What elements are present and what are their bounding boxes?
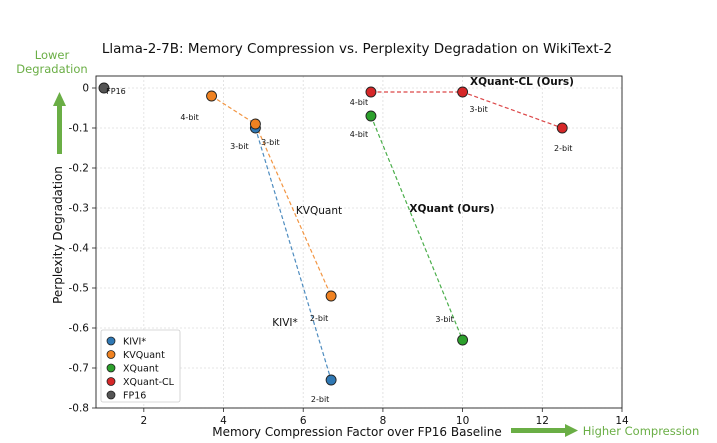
direction-arrows: Lower Degradation Higher Compression — [16, 48, 699, 438]
series-annotation: XQuant-CL (Ours) — [470, 76, 574, 88]
series-annotation: XQuant (Ours) — [409, 203, 494, 215]
data-point — [365, 110, 377, 122]
series-annotation: KIVI* — [272, 317, 298, 329]
data-point — [325, 374, 337, 386]
series-line-xquant-cl — [371, 91, 563, 129]
data-point — [365, 86, 377, 98]
legend-box — [100, 329, 181, 403]
point-label: 2-bit — [554, 144, 572, 153]
y-tick-label: 0 — [82, 83, 89, 95]
legend-marker — [106, 363, 116, 373]
y-axis-label: Perplexity Degradation — [51, 166, 65, 304]
up-arrow-label-line: Degradation — [16, 62, 87, 76]
data-point — [325, 290, 337, 302]
point-label: 2-bit — [310, 314, 328, 323]
data-point — [457, 86, 469, 98]
point-label: 4-bit — [180, 113, 198, 122]
point-label: FP16 — [106, 87, 126, 96]
legend-marker — [106, 336, 116, 346]
point-label: 3-bit — [230, 142, 248, 151]
series-line-kivi- — [254, 127, 332, 381]
legend-marker — [106, 377, 116, 386]
data-point — [206, 90, 218, 102]
data-points — [98, 82, 568, 386]
right-arrow-label: Higher Compression — [583, 424, 700, 438]
x-tick-label: 10 — [456, 415, 469, 427]
right-arrow-head — [565, 424, 578, 437]
point-label: 3-bit — [469, 105, 487, 114]
legend-entry: XQuant-CL — [123, 377, 175, 388]
x-tick-label: 6 — [300, 415, 307, 427]
point-label: 2-bit — [311, 395, 329, 404]
x-tick-label: 12 — [536, 415, 549, 427]
y-tick-label: -0.7 — [69, 363, 90, 375]
point-labels: 3-bit 2-bit 4-bit 3-bit 2-bit 4-bit 3-bit 4-bit… — [106, 87, 572, 404]
legend-marker — [106, 350, 116, 359]
point-label: 3-bit — [261, 138, 279, 147]
x-tick-label: 2 — [140, 415, 147, 427]
y-tick-label: -0.3 — [69, 203, 90, 215]
legend-entry: XQuant — [123, 364, 159, 375]
up-arrow-head — [53, 92, 66, 106]
legend: KIVI* KVQuant XQuant XQuant-CL FP16 — [100, 329, 181, 403]
up-arrow-label: Lower Degradation — [16, 48, 87, 76]
up-arrow-shaft — [57, 104, 62, 154]
y-tick-label: -0.5 — [69, 283, 90, 295]
legend-marker — [106, 390, 116, 400]
x-tick-label: 8 — [380, 415, 387, 427]
series-line-kvquant — [211, 95, 332, 297]
axes: 0 -0.1 -0.2 -0.3 -0.4 -0.5 -0.6 -0.7 -0.8 2 4 6 8 10 1… — [69, 75, 629, 427]
x-axis-label: Memory Compression Factor over FP16 Base… — [212, 425, 502, 439]
data-point — [556, 122, 568, 134]
legend-entry: FP16 — [123, 391, 146, 402]
plot-frame — [95, 75, 623, 409]
y-tick-label: -0.8 — [69, 403, 90, 415]
point-label: 4-bit — [350, 98, 368, 107]
y-tick-label: -0.2 — [69, 163, 90, 175]
x-tick-label: 4 — [220, 415, 227, 427]
series-annotations: KIVI* KVQuant XQuant (Ours) XQuant-CL (Ours… — [272, 76, 574, 329]
chart-title: Llama-2-7B: Memory Compression vs. Perpl… — [102, 41, 612, 57]
data-point — [249, 118, 261, 130]
y-tick-label: -0.1 — [69, 123, 90, 135]
point-label: 4-bit — [350, 130, 368, 139]
point-label: 3-bit — [435, 315, 453, 324]
y-tick-label: -0.4 — [69, 243, 90, 255]
data-point — [98, 82, 110, 94]
data-point — [457, 334, 469, 346]
series-annotation: KVQuant — [296, 205, 342, 217]
right-arrow-shaft — [511, 428, 567, 433]
y-tick-label: -0.6 — [69, 323, 90, 335]
legend-entry: KVQuant — [123, 350, 165, 361]
x-tick-label: 14 — [615, 415, 629, 427]
series-lines — [211, 91, 563, 381]
legend-entry: KIVI* — [123, 337, 146, 348]
series-line-xquant — [370, 115, 464, 341]
up-arrow-label-line: Lower — [35, 48, 70, 62]
